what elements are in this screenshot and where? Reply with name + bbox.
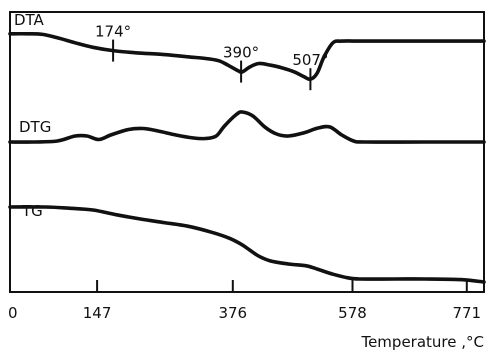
- series-line-dta: [8, 31, 486, 82]
- series-line-dtg: [8, 110, 486, 144]
- annotations-group: 174° 390° 507°: [95, 23, 328, 91]
- x-tick-label-376: 376: [218, 304, 247, 322]
- annotation-label-507: 507°: [292, 51, 328, 69]
- x-tick-label-578: 578: [338, 304, 367, 322]
- x-tick-label-0: 0: [8, 304, 18, 322]
- panel-label-dtg: DTG: [19, 118, 51, 136]
- x-axis: 0 147 376 578 771: [8, 280, 481, 322]
- panel-label-tg: TG: [21, 202, 43, 220]
- series-line-tg: [8, 205, 486, 284]
- x-tick-label-771: 771: [452, 304, 481, 322]
- plot-frame: [9, 11, 485, 293]
- annotation-label-390: 390°: [223, 44, 259, 62]
- x-axis-title: Temperature ,°C: [360, 333, 484, 351]
- annotation-label-174: 174°: [95, 23, 131, 41]
- panel-label-dta: DTA: [14, 11, 45, 29]
- curves-group: [8, 31, 486, 284]
- x-tick-label-147: 147: [83, 304, 112, 322]
